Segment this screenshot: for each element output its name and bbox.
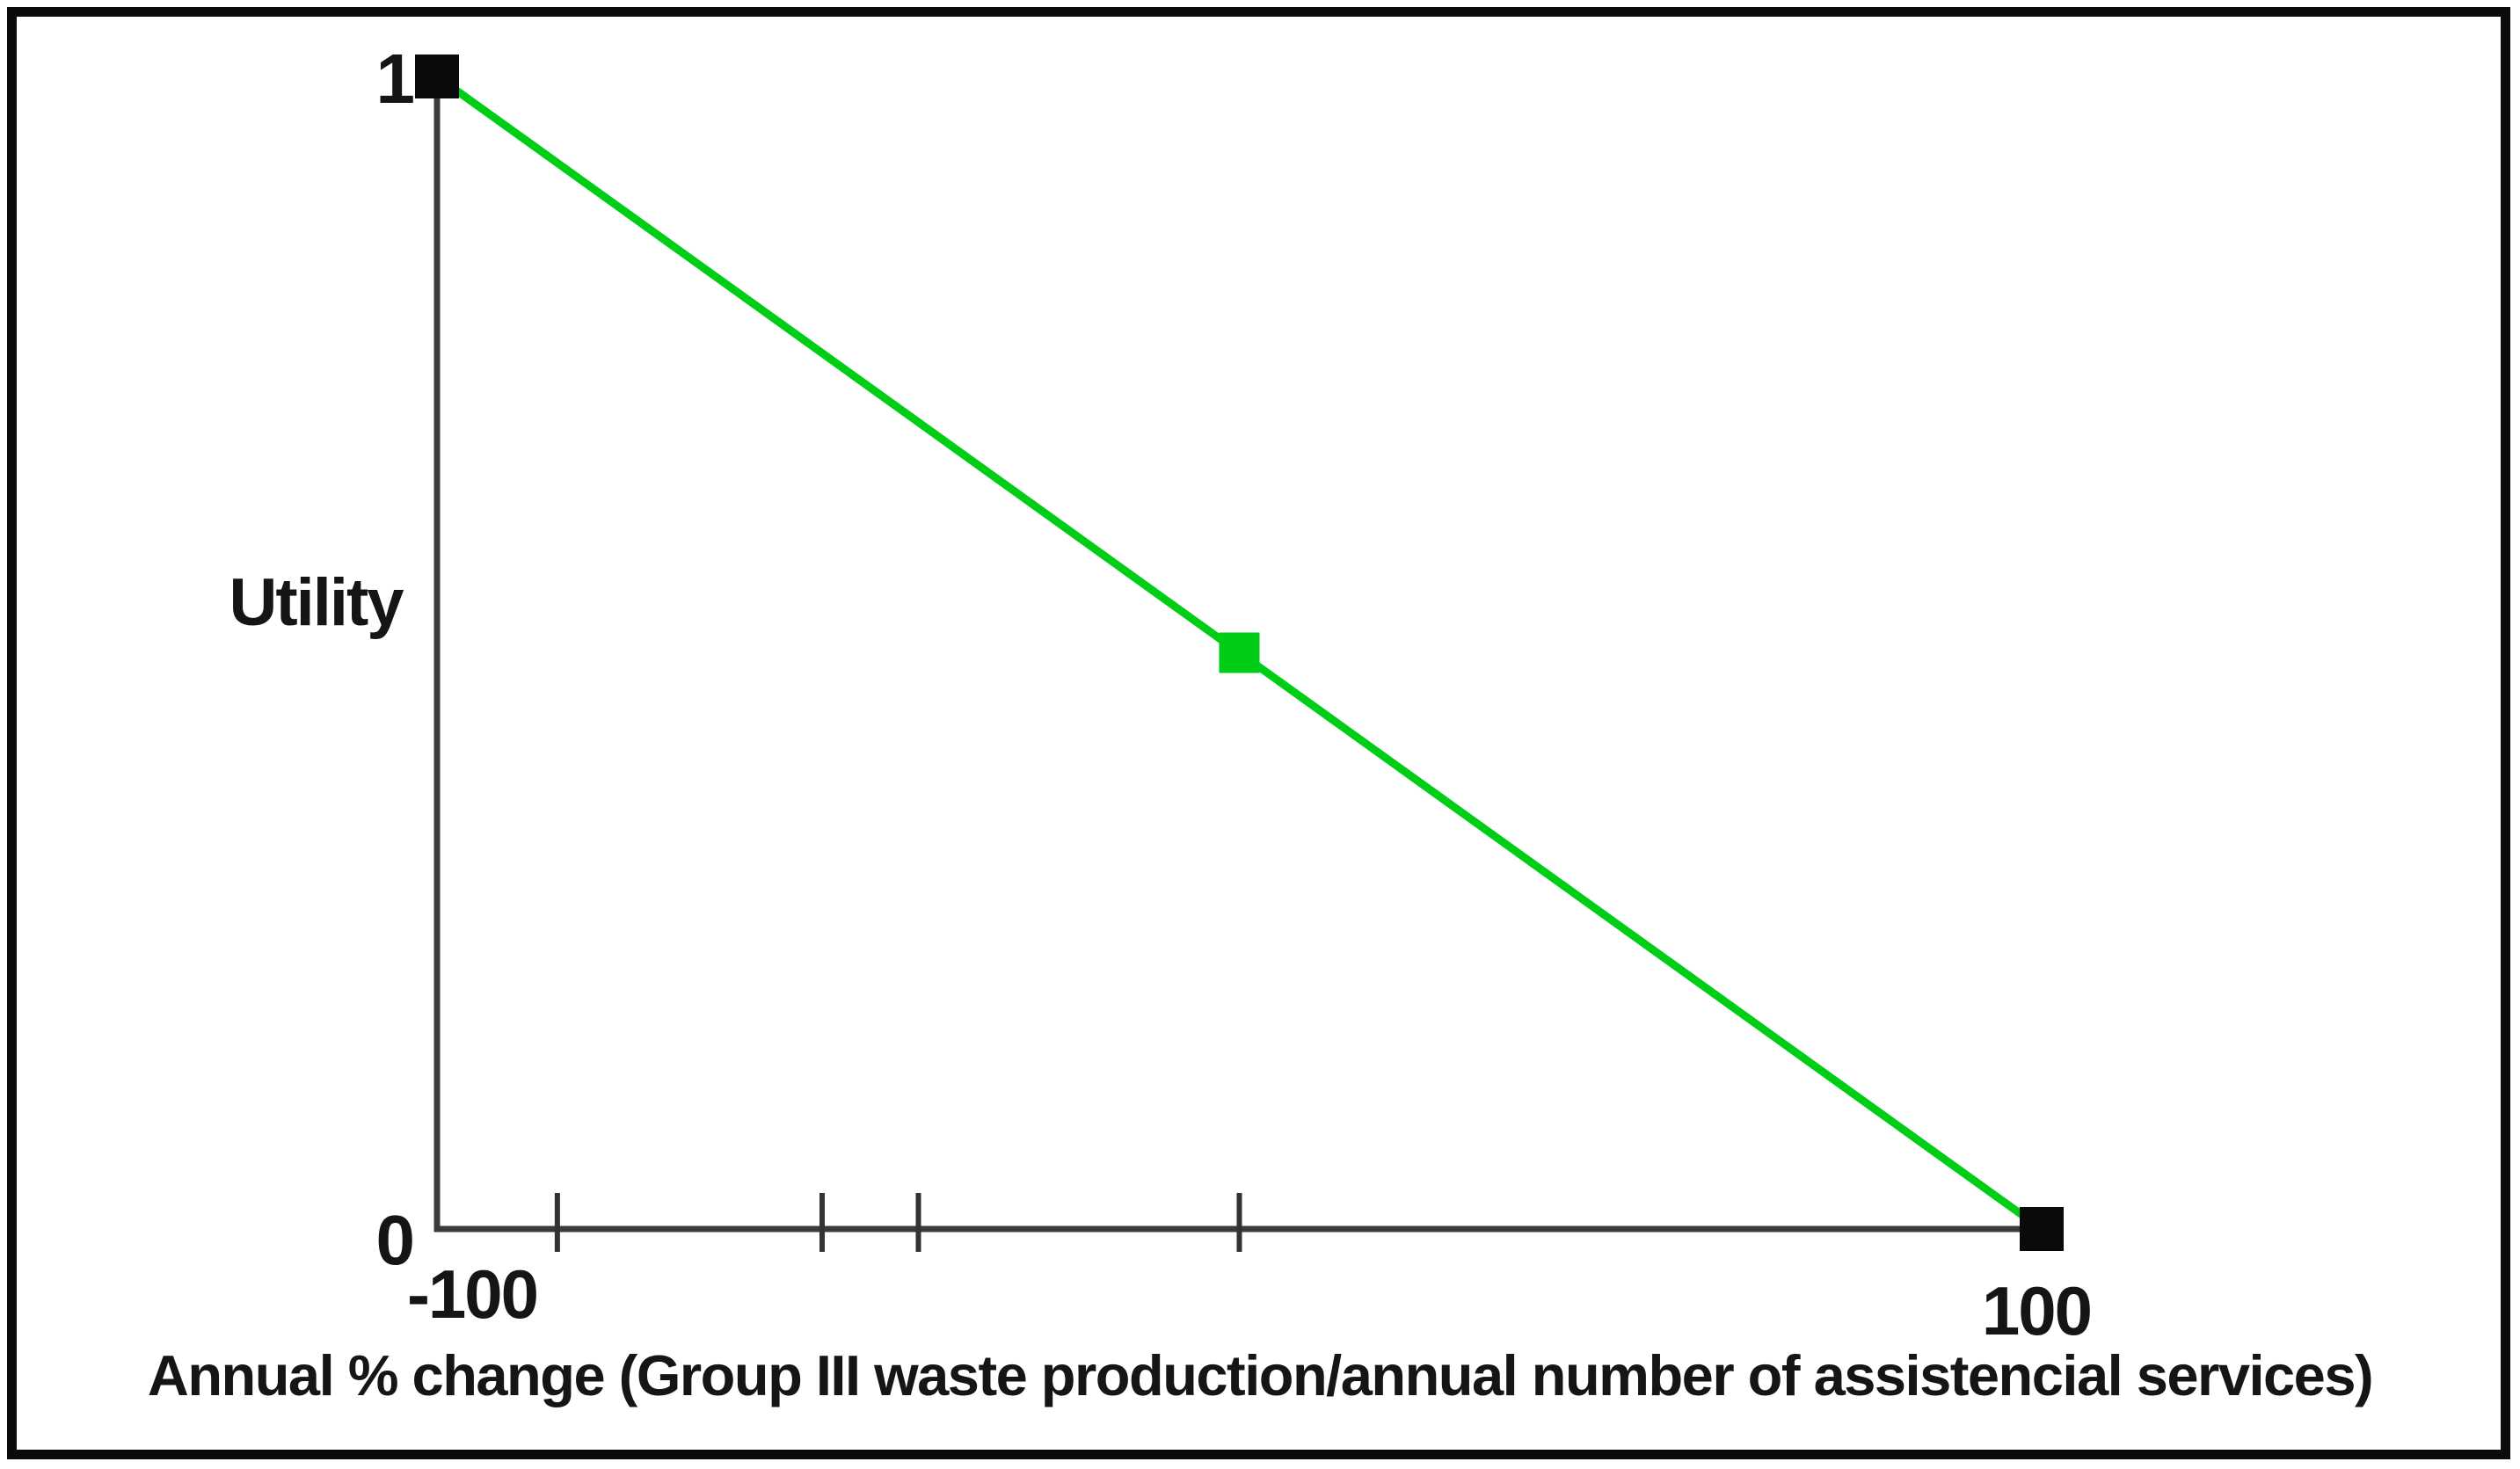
marker-layer <box>415 55 2064 1251</box>
axes-layer <box>433 76 2042 1252</box>
y-axis-tick-label-1: 1 <box>375 40 416 118</box>
endpoint-marker-black <box>415 55 459 98</box>
midpoint-marker-green <box>1219 632 1260 673</box>
x-axis-tick-label-max: 100 <box>1981 1272 2093 1349</box>
endpoint-marker-black <box>2020 1207 2064 1251</box>
x-axis-tick-label-min: -100 <box>406 1255 539 1333</box>
figure-border <box>7 7 2510 1459</box>
y-axis-title: Utility <box>229 565 404 640</box>
y-axis-tick-label-0: 0 <box>375 1201 416 1279</box>
x-axis-caption: Annual % change (Group III waste product… <box>147 1343 2374 1407</box>
